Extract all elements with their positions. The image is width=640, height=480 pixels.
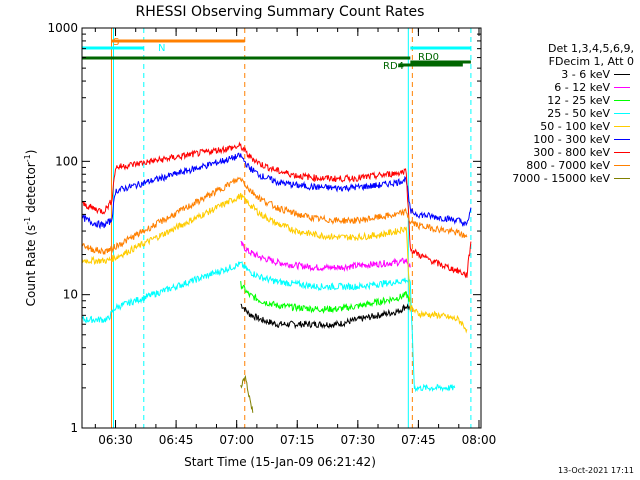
series-line xyxy=(240,281,411,315)
y-axis-label: Count Rate (s-1 detector-1) xyxy=(23,150,38,307)
x-tick-label: 06:30 xyxy=(98,433,133,447)
series-line xyxy=(240,374,254,413)
legend-swatch xyxy=(614,139,630,140)
legend-swatch xyxy=(614,113,630,114)
legend-swatch xyxy=(614,87,630,88)
annotation-label: RD0 xyxy=(418,52,439,63)
legend-label: 800 - 7000 keV xyxy=(526,159,610,172)
legend-swatch xyxy=(614,74,630,75)
legend-swatch xyxy=(614,100,630,101)
x-tick-label: 07:30 xyxy=(341,433,376,447)
legend-entry: 800 - 7000 keV xyxy=(482,159,634,172)
axes: 1 10 100 1000 06:30 06:45 07:00 07:15 07:30 07:45… xyxy=(47,21,496,447)
x-tick-label: 08:00 xyxy=(462,433,497,447)
series-line xyxy=(240,303,411,330)
x-tick-label: 07:00 xyxy=(219,433,254,447)
series-line xyxy=(81,141,472,279)
legend-swatch xyxy=(614,126,630,127)
annotation-label: S xyxy=(113,37,119,48)
plot-area: S N RD0 RD4 xyxy=(81,28,472,428)
footer-timestamp: 13-Oct-2021 17:11 xyxy=(558,466,634,475)
legend-entry: 25 - 50 keV xyxy=(482,107,634,120)
legend-entry: 100 - 300 keV xyxy=(482,133,634,146)
legend-swatch xyxy=(614,165,630,166)
legend-entry: 300 - 800 keV xyxy=(482,146,634,159)
y-tick-label: 10 xyxy=(63,288,78,302)
legend-entry: 12 - 25 keV xyxy=(482,94,634,107)
legend-entry: 6 - 12 keV xyxy=(482,81,634,94)
legend-label: 50 - 100 keV xyxy=(540,120,610,133)
legend-header-line: FDecim 1, Att 0 xyxy=(548,55,634,68)
series-line xyxy=(81,152,472,230)
legend-entry: 7000 - 15000 keV xyxy=(482,172,634,185)
legend-label: 100 - 300 keV xyxy=(533,133,610,146)
legend-entry: 3 - 6 keV xyxy=(482,68,634,81)
legend-header-line: Det 1,3,4,5,6,9, xyxy=(547,42,634,55)
x-axis-label: Start Time (15-Jan-09 06:21:42) xyxy=(184,455,376,469)
y-tick-label: 1 xyxy=(70,421,78,435)
chart-title: RHESSI Observing Summary Count Rates xyxy=(136,4,425,20)
y-tick-label: 100 xyxy=(55,154,78,168)
y-tick-label: 1000 xyxy=(47,21,78,35)
series-line xyxy=(81,176,468,255)
legend-entry: 50 - 100 keV xyxy=(482,120,634,133)
legend-label: 6 - 12 keV xyxy=(554,81,610,94)
legend-label: 7000 - 15000 keV xyxy=(512,172,610,185)
x-tick-label: 06:45 xyxy=(159,433,194,447)
series-line xyxy=(81,261,456,393)
legend-label: 12 - 25 keV xyxy=(547,94,610,107)
x-tick-label: 07:45 xyxy=(401,433,436,447)
annotation-label: RD4 xyxy=(383,61,404,72)
plot-frame xyxy=(81,27,482,429)
series-line xyxy=(81,192,468,334)
legend-swatch xyxy=(614,152,630,153)
x-tick-label: 07:15 xyxy=(280,433,315,447)
legend-swatch xyxy=(614,178,630,179)
annotation-label: N xyxy=(158,43,165,54)
series-line xyxy=(240,240,411,272)
legend-header: Det 1,3,4,5,6,9, FDecim 1, Att 0 xyxy=(548,42,634,68)
legend-label: 300 - 800 keV xyxy=(533,146,610,159)
legend-label: 3 - 6 keV xyxy=(561,68,610,81)
legend-label: 25 - 50 keV xyxy=(547,107,610,120)
